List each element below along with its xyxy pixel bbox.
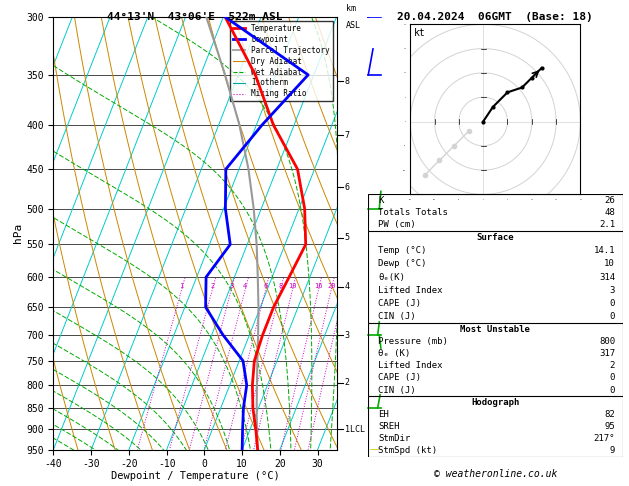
Text: 3: 3 [345,331,350,340]
Text: 217°: 217° [594,434,615,443]
Text: 7: 7 [345,131,350,139]
Text: 800: 800 [599,337,615,346]
Text: StmSpd (kt): StmSpd (kt) [378,446,437,455]
Text: θₑ (K): θₑ (K) [378,349,410,358]
Text: 95: 95 [604,422,615,431]
Text: Totals Totals: Totals Totals [378,208,448,217]
Text: EH: EH [378,410,389,419]
Text: 2.1: 2.1 [599,220,615,229]
Text: CIN (J): CIN (J) [378,385,416,395]
Text: 44°13'N  43°06'E  522m ASL: 44°13'N 43°06'E 522m ASL [107,12,283,22]
Text: 2: 2 [610,361,615,370]
Text: Hodograph: Hodograph [471,398,520,407]
Text: 48: 48 [604,208,615,217]
Text: 10: 10 [604,260,615,268]
Text: 8: 8 [279,283,283,290]
Text: 2: 2 [210,283,214,290]
Text: 82: 82 [604,410,615,419]
Text: K: K [378,196,384,205]
Text: 4: 4 [243,283,247,290]
Text: Dewp (°C): Dewp (°C) [378,260,426,268]
Text: 2: 2 [345,378,350,387]
Text: 14.1: 14.1 [594,246,615,255]
Text: 317: 317 [599,349,615,358]
Text: ASL: ASL [346,21,361,30]
Legend: Temperature, Dewpoint, Parcel Trajectory, Dry Adiabat, Wet Adiabat, Isotherm, Mi: Temperature, Dewpoint, Parcel Trajectory… [230,21,333,102]
Text: StmDir: StmDir [378,434,410,443]
Text: 6: 6 [264,283,268,290]
Text: 20.04.2024  06GMT  (Base: 18): 20.04.2024 06GMT (Base: 18) [398,12,593,22]
Text: Lifted Index: Lifted Index [378,361,443,370]
Y-axis label: hPa: hPa [13,223,23,243]
Text: © weatheronline.co.uk: © weatheronline.co.uk [433,469,557,479]
Text: 26: 26 [604,196,615,205]
Text: 6: 6 [345,183,350,191]
Text: 0: 0 [610,299,615,308]
Text: Most Unstable: Most Unstable [460,325,530,334]
Text: θₑ(K): θₑ(K) [378,273,405,281]
Text: 8: 8 [345,77,350,86]
Text: CAPE (J): CAPE (J) [378,299,421,308]
Text: 1: 1 [179,283,184,290]
Text: 3: 3 [610,286,615,295]
Text: 0: 0 [610,385,615,395]
Text: kt: kt [414,28,425,38]
Text: 5: 5 [345,233,350,242]
Text: 1LCL: 1LCL [345,425,365,434]
Text: 0: 0 [610,373,615,382]
Text: 3: 3 [229,283,233,290]
Text: SREH: SREH [378,422,399,431]
X-axis label: Dewpoint / Temperature (°C): Dewpoint / Temperature (°C) [111,470,279,481]
Text: 4: 4 [345,282,350,292]
Text: Temp (°C): Temp (°C) [378,246,426,255]
Text: km: km [346,4,356,13]
Text: Surface: Surface [477,233,514,242]
Text: PW (cm): PW (cm) [378,220,416,229]
Text: CIN (J): CIN (J) [378,312,416,321]
Text: 9: 9 [610,446,615,455]
Text: Pressure (mb): Pressure (mb) [378,337,448,346]
Text: 0: 0 [610,312,615,321]
Text: 10: 10 [288,283,297,290]
Text: 16: 16 [314,283,323,290]
Text: Lifted Index: Lifted Index [378,286,443,295]
Text: 314: 314 [599,273,615,281]
Text: 20: 20 [327,283,335,290]
Text: CAPE (J): CAPE (J) [378,373,421,382]
